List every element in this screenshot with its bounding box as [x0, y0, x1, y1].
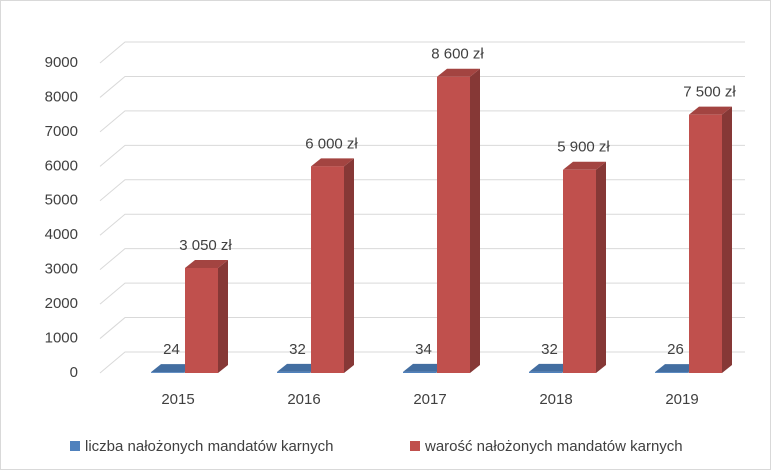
legend-swatch	[410, 441, 420, 451]
bar	[185, 267, 218, 373]
bar-top	[529, 363, 572, 372]
y-tick-label: 8000	[45, 88, 78, 105]
bar-top	[311, 158, 354, 167]
grid-line	[99, 110, 745, 133]
data-label: 6 000 zł	[305, 135, 358, 152]
bar	[563, 169, 596, 373]
bar	[277, 371, 310, 373]
x-tick-label: 2017	[413, 391, 446, 408]
data-label: 8 600 zł	[431, 46, 484, 63]
bar-top	[185, 259, 228, 268]
bar-side	[470, 68, 480, 374]
data-label: 32	[541, 341, 558, 358]
legend-swatch	[70, 441, 80, 451]
grid-line	[99, 213, 745, 236]
y-tick-label: 4000	[45, 226, 78, 243]
y-tick-label: 2000	[45, 295, 78, 312]
bar-side	[596, 161, 606, 373]
bar	[311, 166, 344, 373]
grid-line	[99, 317, 745, 339]
bar-top	[277, 363, 320, 372]
bar-side	[722, 106, 732, 374]
y-tick-label: 1000	[45, 330, 78, 347]
grid-line	[99, 282, 745, 305]
y-tick-label: 0	[70, 364, 78, 381]
y-tick-label: 5000	[45, 192, 78, 209]
y-tick-label: 6000	[45, 157, 78, 174]
bar-top	[403, 363, 446, 372]
data-label: 34	[415, 341, 432, 358]
bar	[151, 372, 184, 373]
legend-label: liczba nałożonych mandatów karnych	[85, 438, 333, 455]
y-tick-label: 3000	[45, 261, 78, 278]
data-label: 26	[667, 341, 684, 358]
data-label: 5 900 zł	[557, 139, 610, 156]
bar	[689, 114, 722, 374]
bar	[655, 372, 688, 373]
grid-line	[99, 144, 745, 167]
x-tick-label: 2019	[665, 391, 698, 408]
bar-top	[655, 364, 698, 373]
data-label: 32	[289, 341, 306, 358]
data-label: 7 500 zł	[683, 84, 736, 101]
x-tick-label: 2015	[161, 391, 194, 408]
data-label: 3 050 zł	[179, 237, 232, 254]
bar-side	[218, 259, 228, 373]
bar-top	[689, 106, 732, 115]
bar-top	[151, 364, 194, 373]
legend-label: warość nałożonych mandatów karnych	[424, 438, 683, 455]
grid-line	[99, 248, 745, 271]
bar	[403, 371, 436, 373]
bar	[437, 76, 470, 374]
bar-top	[437, 68, 480, 77]
grid-line	[99, 75, 745, 98]
grid-line	[99, 179, 745, 202]
y-tick-label: 9000	[45, 54, 78, 71]
y-tick-label: 7000	[45, 123, 78, 140]
x-tick-label: 2018	[539, 391, 572, 408]
grid-line	[99, 351, 745, 374]
bar-top	[563, 161, 606, 170]
data-label: 24	[163, 341, 180, 358]
grid-line	[99, 41, 745, 64]
bar	[529, 371, 562, 373]
x-tick-label: 2016	[287, 391, 320, 408]
bar-side	[344, 158, 354, 373]
